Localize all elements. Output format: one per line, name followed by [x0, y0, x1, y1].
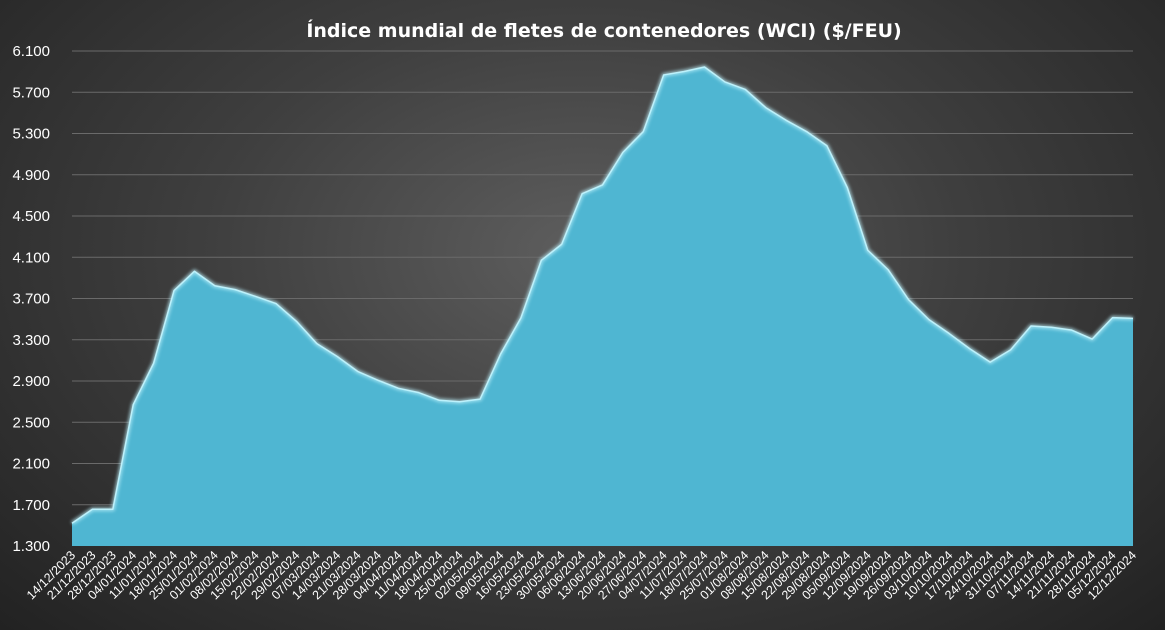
y-tick-label: 3.700	[12, 291, 50, 308]
y-tick-label: 5.700	[12, 84, 50, 101]
x-axis-ticks: 14/12/202321/12/202328/12/202304/01/2024…	[24, 548, 1139, 602]
y-tick-label: 2.500	[12, 414, 50, 431]
plot-area	[70, 64, 1134, 546]
y-tick-label: 5.300	[12, 126, 50, 143]
y-tick-label: 4.500	[12, 208, 50, 225]
y-tick-label: 1.300	[12, 538, 50, 555]
y-tick-label: 2.100	[12, 456, 50, 473]
y-tick-label: 6.100	[12, 43, 50, 60]
chart-title: Índice mundial de fletes de contenedores…	[306, 19, 901, 42]
y-tick-label: 2.900	[12, 373, 50, 390]
y-axis-ticks: 1.300 1.700 2.100 2.500 2.900 3.300 3.700 4.100…	[12, 43, 50, 555]
y-tick-label: 4.900	[12, 167, 50, 184]
y-tick-label: 1.700	[12, 497, 50, 514]
area-series	[72, 66, 1133, 546]
y-tick-label: 4.100	[12, 249, 50, 266]
y-tick-label: 3.300	[12, 332, 50, 349]
area-edge-line	[71, 66, 1134, 524]
